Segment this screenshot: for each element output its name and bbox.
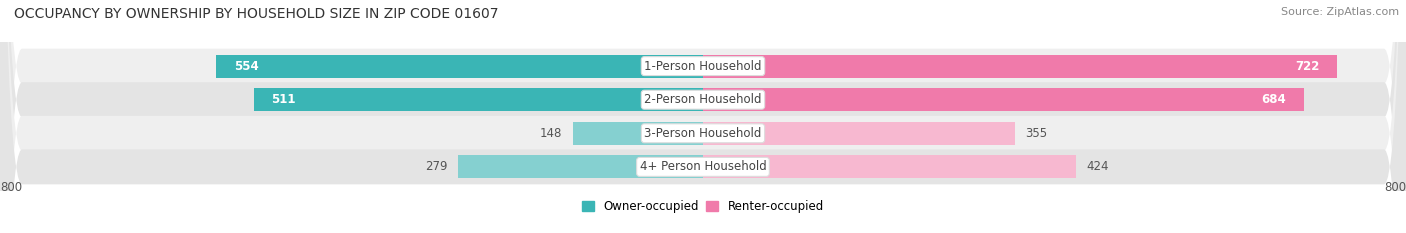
Text: 355: 355 bbox=[1025, 127, 1047, 140]
Bar bbox=[703, 88, 1305, 111]
Text: 722: 722 bbox=[1295, 60, 1320, 73]
Text: 2-Person Household: 2-Person Household bbox=[644, 93, 762, 106]
Text: Source: ZipAtlas.com: Source: ZipAtlas.com bbox=[1281, 7, 1399, 17]
Bar bbox=[217, 55, 703, 78]
Text: 511: 511 bbox=[271, 93, 297, 106]
Text: 800: 800 bbox=[1384, 181, 1406, 194]
Text: 424: 424 bbox=[1087, 160, 1109, 173]
Bar bbox=[254, 88, 703, 111]
Text: 279: 279 bbox=[425, 160, 447, 173]
Text: OCCUPANCY BY OWNERSHIP BY HOUSEHOLD SIZE IN ZIP CODE 01607: OCCUPANCY BY OWNERSHIP BY HOUSEHOLD SIZE… bbox=[14, 7, 499, 21]
Bar bbox=[703, 55, 1337, 78]
Legend: Owner-occupied, Renter-occupied: Owner-occupied, Renter-occupied bbox=[578, 195, 828, 218]
Text: 1-Person Household: 1-Person Household bbox=[644, 60, 762, 73]
Bar bbox=[574, 122, 703, 145]
Bar bbox=[703, 122, 1015, 145]
Bar bbox=[703, 155, 1076, 178]
Text: 800: 800 bbox=[0, 181, 22, 194]
Text: 684: 684 bbox=[1261, 93, 1286, 106]
Text: 3-Person Household: 3-Person Household bbox=[644, 127, 762, 140]
Bar bbox=[458, 155, 703, 178]
Text: 4+ Person Household: 4+ Person Household bbox=[640, 160, 766, 173]
Text: 554: 554 bbox=[233, 60, 259, 73]
Text: 148: 148 bbox=[540, 127, 562, 140]
